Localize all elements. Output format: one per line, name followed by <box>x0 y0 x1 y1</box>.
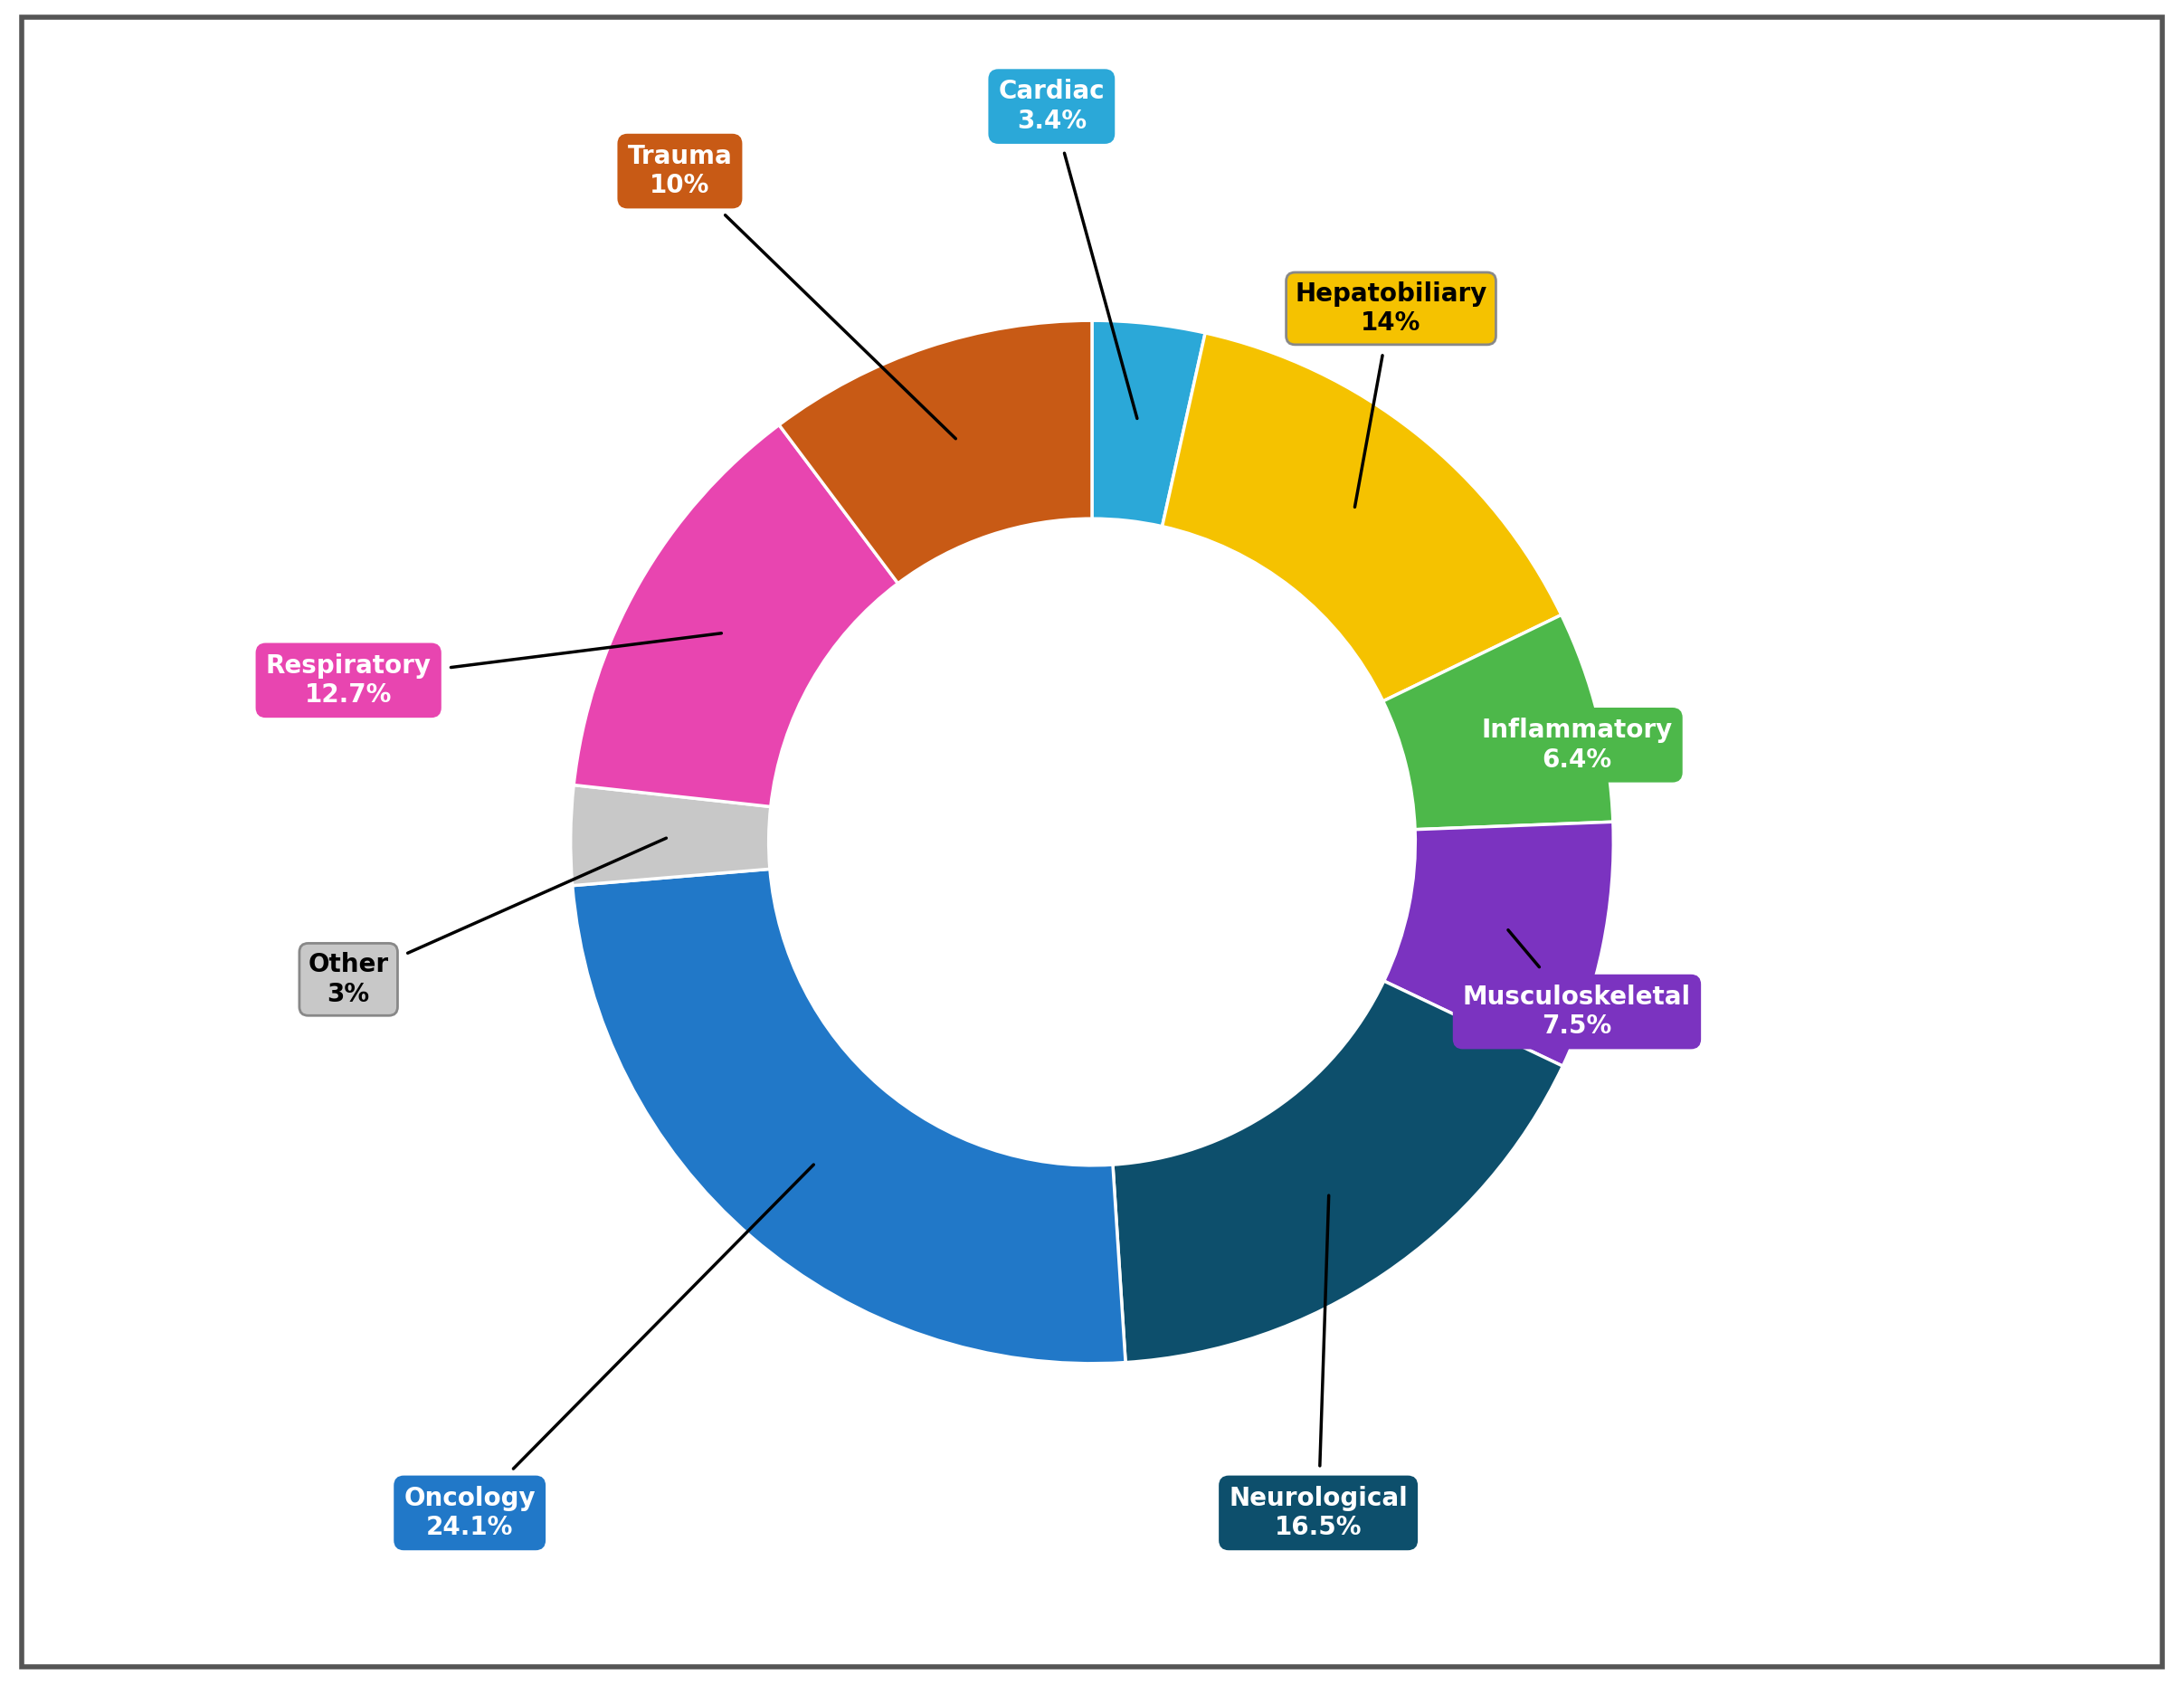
Text: Cardiac
3.4%: Cardiac 3.4% <box>998 79 1138 419</box>
Wedge shape <box>1114 982 1564 1362</box>
Text: Other
3%: Other 3% <box>308 839 666 1007</box>
Wedge shape <box>1162 333 1562 701</box>
Text: Neurological
16.5%: Neurological 16.5% <box>1230 1196 1409 1541</box>
Wedge shape <box>574 424 898 807</box>
Text: Musculoskeletal
7.5%: Musculoskeletal 7.5% <box>1463 930 1690 1039</box>
Wedge shape <box>1385 822 1614 1066</box>
Text: Oncology
24.1%: Oncology 24.1% <box>404 1165 815 1541</box>
Text: Trauma
10%: Trauma 10% <box>627 143 957 438</box>
Wedge shape <box>1092 320 1206 527</box>
Text: Hepatobiliary
14%: Hepatobiliary 14% <box>1295 281 1487 507</box>
Wedge shape <box>1382 615 1614 830</box>
Wedge shape <box>570 785 771 886</box>
Text: Inflammatory
6.4%: Inflammatory 6.4% <box>1481 717 1673 773</box>
Wedge shape <box>572 869 1125 1364</box>
Wedge shape <box>780 320 1092 583</box>
Text: Respiratory
12.7%: Respiratory 12.7% <box>266 633 721 707</box>
